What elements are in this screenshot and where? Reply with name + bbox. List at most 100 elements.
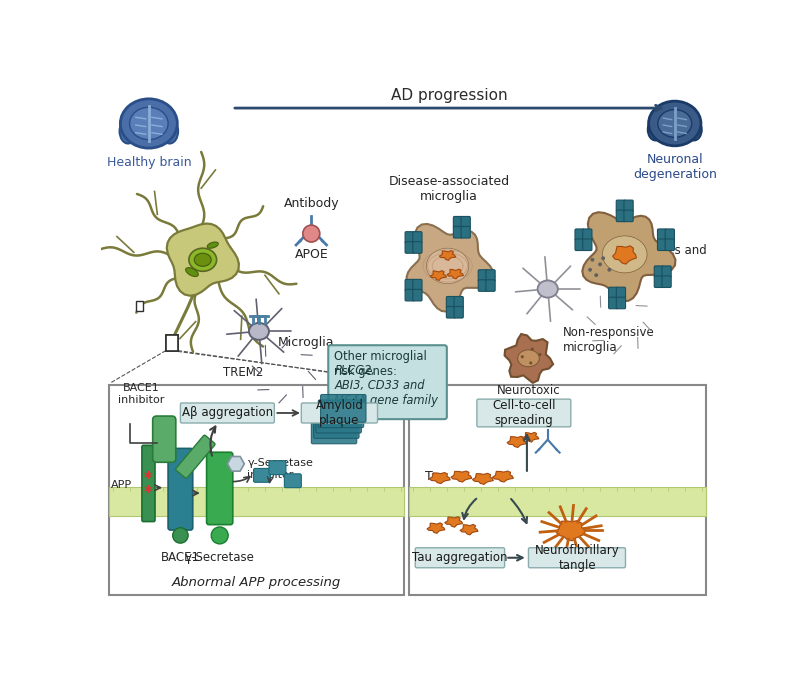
Text: Tau aggregation: Tau aggregation	[412, 551, 508, 564]
Polygon shape	[429, 473, 450, 483]
FancyBboxPatch shape	[168, 448, 193, 530]
FancyBboxPatch shape	[413, 242, 422, 254]
Ellipse shape	[129, 107, 168, 140]
FancyBboxPatch shape	[657, 239, 667, 251]
Ellipse shape	[648, 119, 663, 141]
Polygon shape	[473, 473, 493, 484]
Circle shape	[538, 353, 542, 356]
Bar	[409, 385, 706, 595]
Bar	[136, 301, 143, 312]
FancyBboxPatch shape	[486, 270, 495, 281]
FancyBboxPatch shape	[153, 416, 176, 462]
FancyBboxPatch shape	[608, 297, 618, 309]
Ellipse shape	[186, 268, 198, 276]
FancyBboxPatch shape	[142, 445, 155, 522]
FancyBboxPatch shape	[454, 216, 462, 228]
FancyBboxPatch shape	[575, 229, 584, 241]
FancyBboxPatch shape	[528, 548, 626, 568]
Circle shape	[173, 528, 188, 543]
FancyBboxPatch shape	[477, 399, 571, 427]
Ellipse shape	[161, 119, 178, 143]
FancyBboxPatch shape	[416, 548, 504, 568]
Polygon shape	[447, 269, 463, 279]
FancyBboxPatch shape	[254, 468, 270, 482]
Ellipse shape	[658, 110, 691, 137]
Bar	[166, 335, 178, 351]
FancyBboxPatch shape	[454, 297, 463, 308]
FancyBboxPatch shape	[413, 279, 422, 291]
Circle shape	[529, 362, 532, 364]
Circle shape	[607, 268, 611, 272]
FancyBboxPatch shape	[461, 216, 470, 228]
FancyBboxPatch shape	[413, 289, 422, 301]
Text: Neurofibrillary
tangle: Neurofibrillary tangle	[534, 544, 619, 572]
Ellipse shape	[189, 248, 216, 271]
Polygon shape	[613, 246, 637, 264]
Ellipse shape	[427, 248, 469, 284]
Polygon shape	[228, 456, 244, 471]
Polygon shape	[460, 525, 478, 535]
Ellipse shape	[194, 254, 211, 266]
FancyBboxPatch shape	[176, 435, 215, 479]
Text: Tau: Tau	[424, 470, 446, 483]
FancyBboxPatch shape	[657, 229, 667, 241]
FancyBboxPatch shape	[624, 210, 633, 222]
Polygon shape	[167, 224, 239, 296]
Circle shape	[531, 347, 534, 351]
FancyBboxPatch shape	[478, 280, 488, 291]
FancyBboxPatch shape	[654, 276, 664, 287]
Polygon shape	[445, 516, 462, 527]
Polygon shape	[439, 251, 456, 260]
Text: *: *	[144, 484, 152, 502]
FancyBboxPatch shape	[269, 461, 286, 475]
Text: Cell-to-cell
spreading: Cell-to-cell spreading	[492, 399, 556, 427]
Text: Aβ aggregation: Aβ aggregation	[182, 406, 273, 420]
FancyBboxPatch shape	[328, 345, 446, 419]
FancyBboxPatch shape	[616, 297, 626, 309]
FancyBboxPatch shape	[608, 287, 618, 299]
FancyBboxPatch shape	[575, 239, 584, 251]
Text: Other microglial
risk genes:: Other microglial risk genes:	[335, 350, 427, 378]
Text: γ-Secretase
inhibitor: γ-Secretase inhibitor	[247, 458, 313, 480]
FancyBboxPatch shape	[665, 239, 674, 251]
FancyBboxPatch shape	[320, 395, 366, 422]
Bar	[109, 385, 404, 595]
FancyBboxPatch shape	[405, 289, 414, 301]
FancyBboxPatch shape	[454, 306, 463, 318]
Text: γ-Secretase: γ-Secretase	[185, 551, 255, 564]
FancyBboxPatch shape	[478, 270, 488, 281]
FancyBboxPatch shape	[616, 287, 626, 299]
Ellipse shape	[538, 281, 557, 297]
Ellipse shape	[121, 99, 178, 148]
Ellipse shape	[518, 350, 539, 367]
Bar	[166, 335, 178, 351]
Polygon shape	[427, 523, 445, 533]
Text: Antibody: Antibody	[284, 197, 339, 210]
FancyBboxPatch shape	[654, 266, 664, 277]
FancyBboxPatch shape	[616, 210, 626, 222]
FancyBboxPatch shape	[665, 229, 674, 241]
Polygon shape	[507, 436, 527, 448]
Text: APP: APP	[111, 481, 132, 490]
FancyBboxPatch shape	[446, 297, 456, 308]
Text: Disease-associated
microglia: Disease-associated microglia	[389, 175, 510, 203]
Ellipse shape	[538, 281, 557, 297]
FancyBboxPatch shape	[486, 280, 495, 291]
Text: Microglia: Microglia	[278, 337, 335, 349]
Ellipse shape	[249, 323, 269, 340]
FancyBboxPatch shape	[461, 226, 470, 238]
Circle shape	[521, 356, 524, 358]
FancyBboxPatch shape	[446, 306, 456, 318]
FancyBboxPatch shape	[405, 242, 414, 254]
FancyBboxPatch shape	[181, 403, 274, 423]
FancyBboxPatch shape	[301, 403, 377, 423]
Text: *: *	[144, 470, 152, 488]
Circle shape	[211, 527, 228, 544]
Bar	[409, 487, 706, 516]
Polygon shape	[407, 224, 494, 312]
Polygon shape	[582, 212, 676, 301]
Text: BACE1
inhibitor: BACE1 inhibitor	[118, 383, 164, 404]
Circle shape	[598, 262, 602, 266]
Polygon shape	[556, 521, 585, 541]
Ellipse shape	[686, 119, 702, 141]
